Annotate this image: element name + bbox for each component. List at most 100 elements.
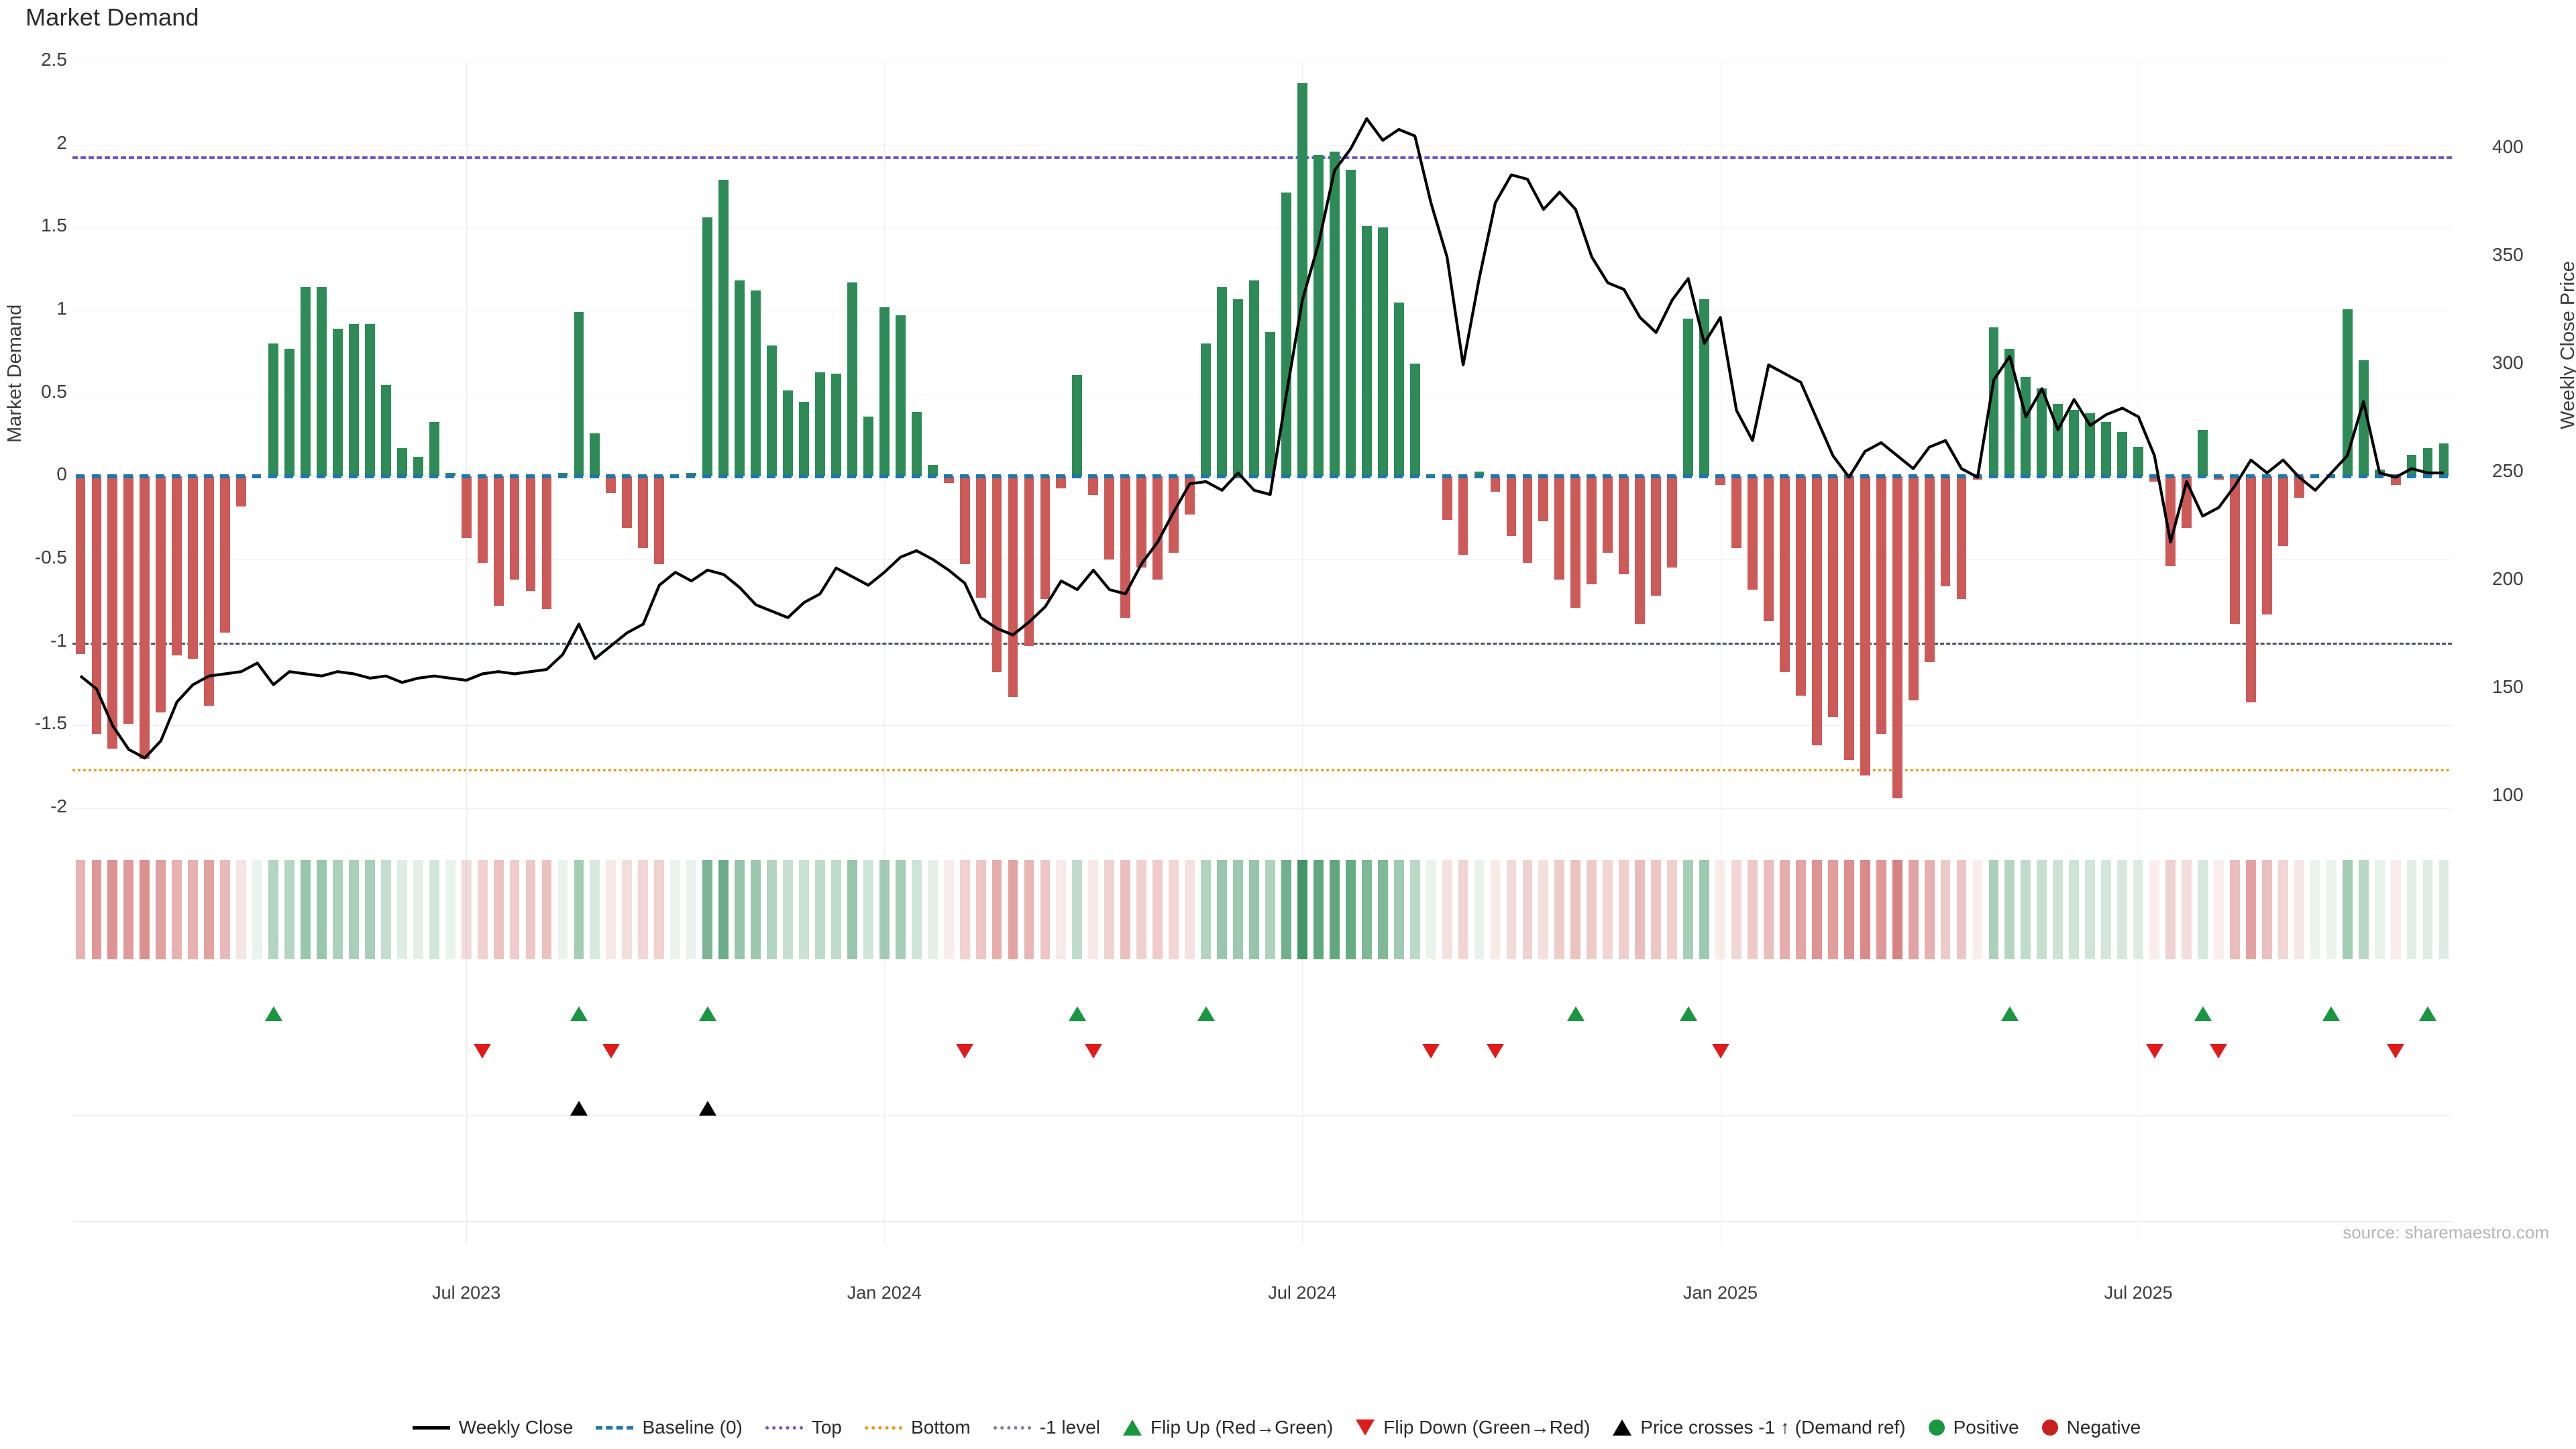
heatmap-cell	[1120, 860, 1131, 959]
flip-down-marker-icon	[2210, 1044, 2228, 1059]
heatmap-cell	[413, 860, 423, 959]
demand-bar	[911, 411, 922, 477]
demand-bar	[1024, 476, 1034, 646]
heatmap-cell	[2149, 860, 2160, 959]
baseline-segment	[943, 474, 953, 479]
demand-bar	[767, 345, 777, 477]
demand-bar	[1522, 476, 1533, 563]
chart-legend: Weekly Close Baseline (0) Top Bottom -1 leve…	[0, 1417, 2576, 1438]
demand-bar	[1827, 476, 1838, 717]
y-gridline	[72, 725, 2452, 727]
heatmap-cell	[1201, 860, 1212, 959]
baseline-segment	[927, 474, 936, 479]
legend-item[interactable]: Weekly Close	[412, 1417, 573, 1438]
legend-item-label: Price crosses -1 ↑ (Demand ref)	[1640, 1417, 1906, 1438]
baseline-segment	[911, 474, 920, 479]
heatmap-cell	[1651, 860, 1662, 959]
demand-bar	[1795, 476, 1806, 696]
demand-bar	[429, 421, 439, 477]
baseline-segment	[574, 474, 583, 479]
heatmap-cell	[1233, 860, 1243, 959]
heatmap-cell	[1104, 860, 1115, 959]
demand-bar	[2037, 388, 2047, 477]
baseline-segment	[509, 474, 519, 479]
baseline-segment	[1924, 474, 1933, 479]
demand-bar	[1843, 476, 1854, 761]
baseline-segment	[1474, 474, 1483, 479]
baseline-segment	[2230, 474, 2239, 479]
legend-item[interactable]: Negative	[2041, 1417, 2141, 1438]
heatmap-cell	[2390, 860, 2401, 959]
demand-bar	[348, 323, 359, 477]
demand-bar	[1892, 476, 1902, 799]
flip-up-marker-icon	[2194, 1006, 2212, 1021]
demand-bar	[301, 287, 311, 477]
demand-bar	[525, 476, 536, 591]
baseline-segment	[2117, 474, 2127, 479]
solid-line-icon	[412, 1426, 450, 1430]
baseline-segment	[2261, 474, 2271, 479]
baseline-segment	[1940, 474, 1949, 479]
heatmap-cell	[2037, 860, 2047, 959]
heatmap-cell	[1393, 860, 1404, 959]
legend-item[interactable]: Baseline (0)	[596, 1417, 743, 1438]
demand-bar	[1152, 476, 1163, 580]
legend-item[interactable]: Positive	[1928, 1417, 2019, 1438]
demand-bar	[1490, 476, 1501, 492]
demand-bar	[1538, 476, 1549, 522]
heatmap-cell	[525, 860, 536, 959]
demand-bar	[461, 476, 472, 538]
baseline-segment	[1538, 474, 1548, 479]
demand-bar	[2182, 476, 2192, 528]
heatmap-cell	[959, 860, 970, 959]
heatmap-cell	[1458, 860, 1468, 959]
legend-item[interactable]: Flip Down (Green→Red)	[1356, 1417, 1590, 1438]
demand-bar	[413, 456, 423, 477]
heatmap-cell	[702, 860, 713, 959]
legend-item[interactable]: Bottom	[865, 1417, 971, 1438]
heatmap-cell	[1587, 860, 1597, 959]
heatmap-cell	[445, 860, 455, 959]
heatmap-cell	[364, 860, 375, 959]
demand-bar	[1088, 476, 1099, 495]
demand-bar	[1956, 476, 1967, 600]
heatmap-cell	[2069, 860, 2080, 959]
y-axis-right-tick-label: 400	[2492, 136, 2524, 157]
demand-bar	[220, 476, 231, 633]
heatmap-cell	[799, 860, 809, 959]
demand-bar	[751, 290, 761, 477]
baseline-segment	[493, 474, 502, 479]
heatmap-cell	[1795, 860, 1806, 959]
baseline-segment	[2245, 474, 2255, 479]
baseline-segment	[1764, 474, 1773, 479]
flip-down-marker-icon	[1487, 1044, 1504, 1059]
demand-bar	[477, 476, 488, 563]
demand-bar	[2004, 348, 2015, 477]
heatmap-cell	[2374, 860, 2385, 959]
legend-item[interactable]: Top	[765, 1417, 842, 1438]
legend-item[interactable]: Flip Up (Red→Green)	[1122, 1417, 1333, 1438]
heatmap-cell	[2358, 860, 2369, 959]
demand-bar	[123, 476, 134, 724]
heatmap-cell	[252, 860, 263, 959]
baseline-segment	[1892, 474, 1901, 479]
legend-item-label: Top	[811, 1417, 843, 1438]
heatmap-cell	[1908, 860, 1919, 959]
heatmap-cell	[1490, 860, 1501, 959]
legend-item[interactable]: -1 level	[993, 1417, 1100, 1438]
heatmap-cell	[1072, 860, 1083, 959]
baseline-segment	[847, 474, 856, 479]
demand-bar	[188, 476, 199, 659]
legend-item[interactable]: Price crosses -1 ↑ (Demand ref)	[1613, 1417, 1906, 1438]
demand-bar	[1458, 476, 1468, 555]
baseline-segment	[991, 474, 1001, 479]
baseline-segment	[959, 474, 969, 479]
dotted-line-icon	[765, 1426, 803, 1430]
y-gridline	[72, 227, 2452, 229]
baseline-segment	[702, 474, 712, 479]
heatmap-cell	[1297, 860, 1307, 959]
baseline-segment	[1088, 474, 1097, 479]
baseline-segment	[2326, 474, 2335, 479]
heatmap-cell	[1876, 860, 1886, 959]
heatmap-cell	[943, 860, 954, 959]
